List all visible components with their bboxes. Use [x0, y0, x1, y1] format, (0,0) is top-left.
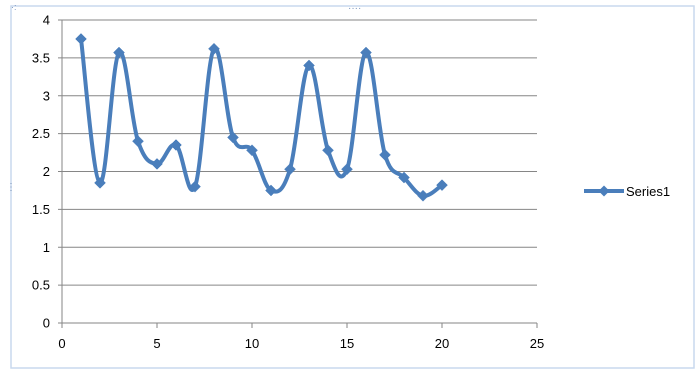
gridlines	[62, 19, 537, 286]
top-resize-handle[interactable]: ····	[348, 3, 361, 14]
data-point-marker[interactable]	[94, 177, 106, 189]
x-tick-label: 25	[530, 336, 544, 351]
x-tick-label: 20	[435, 336, 449, 351]
data-point-marker[interactable]	[170, 139, 182, 151]
legend-label: Series1	[626, 184, 670, 199]
y-tick-label: 4	[43, 13, 50, 28]
data-point-marker[interactable]	[189, 180, 201, 193]
left-resize-handle[interactable]: ⋮	[6, 182, 16, 193]
y-tick-label: 0.5	[32, 278, 50, 293]
y-tick-label: 3.5	[32, 50, 50, 65]
x-tick-label: 10	[245, 336, 259, 351]
x-axis-tick-labels: 0 5 10 15 20 25	[58, 336, 544, 351]
data-point-marker[interactable]	[284, 163, 296, 176]
y-tick-label: 3	[43, 88, 50, 103]
data-point-marker[interactable]	[227, 131, 239, 144]
data-point-marker[interactable]	[322, 144, 334, 157]
data-point-marker[interactable]	[398, 171, 410, 184]
data-point-marker[interactable]	[151, 158, 163, 170]
data-point-marker[interactable]	[75, 33, 87, 45]
legend[interactable]: Series1	[584, 184, 670, 199]
data-point-marker[interactable]	[341, 163, 353, 176]
data-point-marker[interactable]	[132, 135, 144, 148]
data-point-marker[interactable]	[379, 148, 391, 161]
legend-marker-swatch	[598, 185, 610, 197]
series-layer[interactable]	[75, 33, 448, 202]
data-point-marker[interactable]	[113, 46, 125, 59]
y-tick-label: 1.5	[32, 202, 50, 217]
resize-handles[interactable]: ···· ⋮ ·:	[6, 2, 361, 193]
y-tick-label: 2	[43, 164, 50, 179]
x-tick-label: 15	[340, 336, 354, 351]
data-point-marker[interactable]	[246, 144, 258, 157]
chart-border[interactable]	[10, 5, 695, 369]
x-tick-label: 0	[58, 336, 65, 351]
data-point-marker[interactable]	[265, 184, 277, 197]
x-tick-label: 5	[153, 336, 160, 351]
data-point-marker[interactable]	[360, 46, 372, 59]
y-tick-label: 2.5	[32, 126, 50, 141]
data-point-marker[interactable]	[417, 189, 429, 202]
data-point-marker[interactable]	[436, 179, 448, 191]
data-point-marker[interactable]	[208, 42, 220, 55]
y-tick-label: 0	[43, 316, 50, 331]
top-left-resize-handle[interactable]: ·:	[11, 2, 17, 12]
axes	[58, 19, 538, 328]
y-axis-tick-labels: 0 0.5 1 1.5 2 2.5 3 3.5 4	[32, 13, 50, 331]
y-tick-label: 1	[43, 240, 50, 255]
data-point-marker[interactable]	[303, 59, 315, 72]
